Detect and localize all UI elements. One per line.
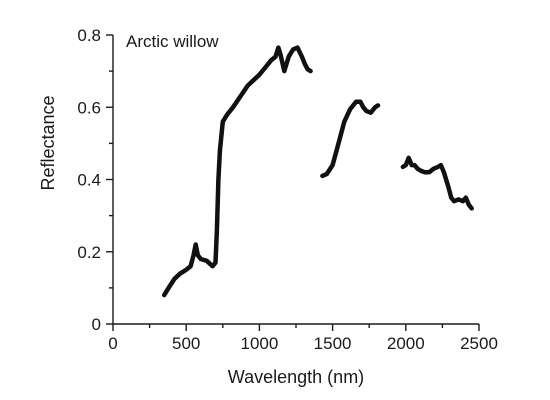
y-tick-label: 0 [92,315,101,334]
reflectance-line-segment-2 [320,99,381,179]
x-tick-label: 500 [172,334,200,353]
y-tick-label: 0.6 [77,98,101,117]
reflectance-line-segment-3 [400,155,474,211]
chart-annotation: Arctic willow [126,32,219,51]
x-tick-label: 2500 [460,334,498,353]
x-tick-label: 1500 [314,334,352,353]
series-layer [161,45,474,298]
ticks-layer: 0 500 1000 1500 2000 2500 0 0.2 0.4 0.6 0.8 [77,26,498,353]
x-tick-label: 2000 [387,334,425,353]
y-tick-label: 0.8 [77,26,101,45]
y-axis-label: Reflectance [38,95,58,190]
x-tick-label: 1000 [240,334,278,353]
x-tick-label: 0 [108,334,117,353]
x-axis-label: Wavelength (nm) [228,367,364,387]
y-tick-label: 0.4 [77,171,101,190]
y-tick-label: 0.2 [77,243,101,262]
reflectance-line-segment-1 [161,45,313,298]
